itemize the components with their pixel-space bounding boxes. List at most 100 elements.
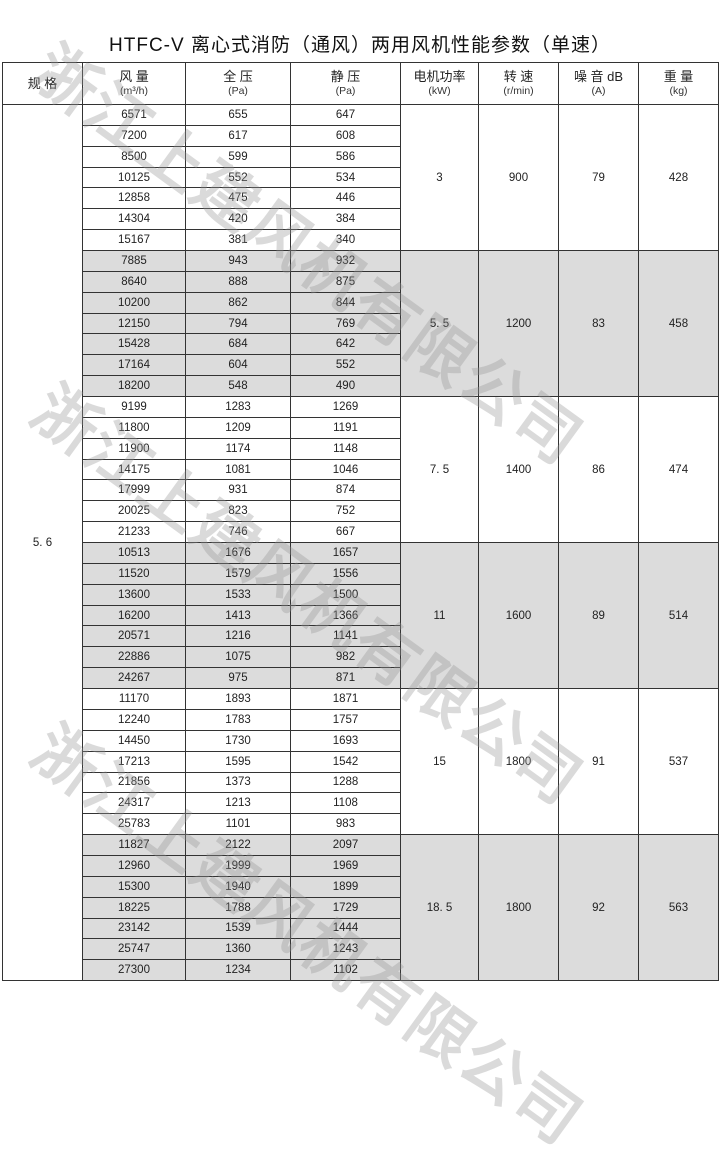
- header-unit: (r/min): [503, 84, 534, 97]
- static-pressure-cell: 1500: [290, 583, 401, 606]
- motor-power-cell: 7. 5: [400, 396, 479, 544]
- table-row: 17999 931 874: [3, 479, 719, 502]
- table-row: 15300 1940 1899: [3, 875, 719, 898]
- airflow-cell: 6571: [82, 104, 186, 126]
- static-pressure-cell: 1288: [290, 771, 401, 794]
- airflow-cell: 22886: [82, 646, 186, 669]
- header-label: 全 压: [223, 68, 253, 84]
- speed-cell: 1200: [478, 250, 559, 398]
- table-row: 10513 1676 1657 11 1600 89 514: [3, 542, 719, 690]
- table-row: 14304 420 384: [3, 208, 719, 231]
- static-pressure-cell: 1102: [290, 959, 401, 982]
- static-pressure-cell: 1444: [290, 917, 401, 940]
- table-row: 8500 599 586: [3, 145, 719, 168]
- total-pressure-cell: 1533: [185, 583, 291, 606]
- total-pressure-cell: 975: [185, 667, 291, 690]
- noise-cell: 83: [558, 250, 639, 398]
- static-pressure-cell: 534: [290, 166, 401, 189]
- total-pressure-cell: 420: [185, 208, 291, 231]
- total-pressure-cell: 1101: [185, 813, 291, 836]
- static-pressure-cell: 1871: [290, 688, 401, 710]
- table-row: 12960 1999 1969: [3, 854, 719, 877]
- total-pressure-cell: 1676: [185, 542, 291, 564]
- total-pressure-cell: 1360: [185, 938, 291, 961]
- header-label: 转 速: [503, 68, 534, 84]
- airflow-cell: 11827: [82, 834, 186, 856]
- header-unit: (Pa): [228, 84, 248, 97]
- static-pressure-cell: 446: [290, 187, 401, 210]
- table-row: 9199 1283 1269 7. 5 1400 86 474: [3, 396, 719, 544]
- total-pressure-cell: 552: [185, 166, 291, 189]
- noise-cell: 89: [558, 542, 639, 690]
- total-pressure-cell: 1216: [185, 625, 291, 648]
- table-row: 12858 475 446: [3, 187, 719, 210]
- total-pressure-cell: 381: [185, 229, 291, 252]
- header-motor-power: 电机功率 (kW): [400, 62, 479, 105]
- airflow-cell: 12858: [82, 187, 186, 210]
- airflow-cell: 7885: [82, 250, 186, 272]
- total-pressure-cell: 1999: [185, 854, 291, 877]
- airflow-cell: 11900: [82, 437, 186, 460]
- noise-cell: 79: [558, 103, 639, 252]
- airflow-cell: 25747: [82, 938, 186, 961]
- static-pressure-cell: 844: [290, 291, 401, 314]
- header-unit: (Pa): [335, 84, 356, 97]
- total-pressure-cell: 2122: [185, 834, 291, 856]
- motor-power-cell: 11: [400, 542, 479, 690]
- static-pressure-cell: 2097: [290, 834, 401, 856]
- static-pressure-cell: 1366: [290, 604, 401, 627]
- static-pressure-cell: 608: [290, 124, 401, 147]
- speed-cell: 1600: [478, 542, 559, 690]
- table-row: 10200 862 844: [3, 291, 719, 314]
- spec-cell: 5. 6: [2, 103, 83, 982]
- header-unit: (m³/h): [120, 84, 148, 97]
- airflow-cell: 12960: [82, 854, 186, 877]
- total-pressure-cell: 475: [185, 187, 291, 210]
- weight-cell: 428: [638, 103, 719, 252]
- airflow-cell: 17213: [82, 750, 186, 773]
- static-pressure-cell: 586: [290, 145, 401, 168]
- total-pressure-cell: 823: [185, 500, 291, 523]
- airflow-cell: 10200: [82, 291, 186, 314]
- airflow-cell: 10513: [82, 542, 186, 564]
- table-row: 23142 1539 1444: [3, 917, 719, 940]
- airflow-cell: 17999: [82, 479, 186, 502]
- table-row: 27300 1234 1102: [3, 959, 719, 982]
- page-title: HTFC-V 离心式消防（通风）两用风机性能参数（单速）: [109, 35, 611, 56]
- airflow-cell: 16200: [82, 604, 186, 627]
- airflow-cell: 20025: [82, 500, 186, 523]
- airflow-cell: 12240: [82, 708, 186, 731]
- airflow-cell: 11520: [82, 562, 186, 585]
- motor-power-cell: 3: [400, 103, 479, 252]
- static-pressure-cell: 647: [290, 104, 401, 126]
- static-pressure-cell: 1729: [290, 896, 401, 919]
- motor-power-cell: 5. 5: [400, 250, 479, 398]
- table-row: 11900 1174 1148: [3, 437, 719, 460]
- header-label: 噪 音 dB: [573, 68, 624, 84]
- noise-cell: 92: [558, 834, 639, 982]
- static-pressure-cell: 752: [290, 500, 401, 523]
- airflow-cell: 9199: [82, 396, 186, 418]
- table-body: 5. 6 6571 655 647 3 900 79 428 7200 617 608 8500 599…: [2, 103, 719, 982]
- noise-cell: 86: [558, 396, 639, 544]
- static-pressure-cell: 642: [290, 333, 401, 356]
- airflow-cell: 25783: [82, 813, 186, 836]
- table-row: 18200 548 490: [3, 375, 719, 398]
- static-pressure-cell: 667: [290, 521, 401, 544]
- total-pressure-cell: 617: [185, 124, 291, 147]
- airflow-cell: 18200: [82, 375, 186, 398]
- weight-cell: 563: [638, 834, 719, 982]
- static-pressure-cell: 552: [290, 354, 401, 377]
- airflow-cell: 21233: [82, 521, 186, 544]
- header-label: 重 量: [663, 68, 694, 84]
- static-pressure-cell: 983: [290, 813, 401, 836]
- total-pressure-cell: 1579: [185, 562, 291, 585]
- performance-table: 规 格 风 量 (m³/h) 全 压 (Pa) 静 压 (Pa) 电机功率 (kW) 转…: [2, 62, 719, 982]
- total-pressure-cell: 1893: [185, 688, 291, 710]
- header-airflow: 风 量 (m³/h): [82, 62, 186, 105]
- total-pressure-cell: 888: [185, 270, 291, 293]
- total-pressure-cell: 1081: [185, 458, 291, 481]
- total-pressure-cell: 1413: [185, 604, 291, 627]
- total-pressure-cell: 931: [185, 479, 291, 502]
- airflow-cell: 14304: [82, 208, 186, 231]
